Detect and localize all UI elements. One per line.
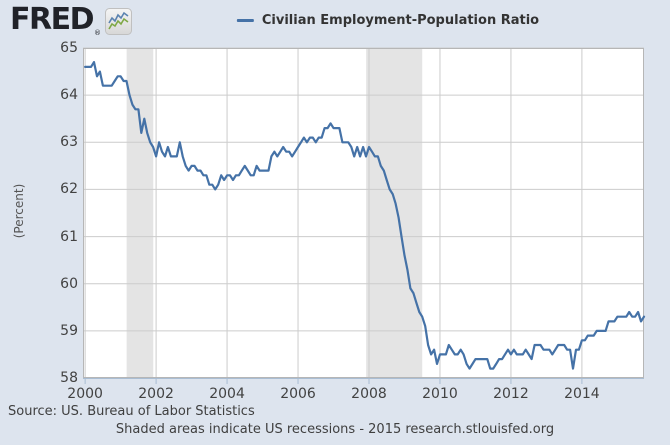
x-tick-label: 2000 (67, 386, 103, 402)
x-tick-label: 2014 (564, 386, 600, 402)
recession-band (366, 48, 423, 378)
legend-line-swatch (236, 19, 254, 22)
y-axis-title: (Percent) (12, 183, 26, 239)
plot-border (83, 48, 644, 378)
recession-note: Shaded areas indicate US recessions - 20… (115, 422, 555, 437)
registered-mark-icon: ® (94, 29, 101, 37)
x-tick-label: 2004 (209, 386, 245, 402)
y-tick-label: 58 (60, 370, 78, 386)
data-line (83, 60, 646, 370)
fred-logo[interactable]: FRED ® (10, 2, 132, 39)
chart-canvas (83, 47, 646, 384)
y-tick-label: 60 (60, 275, 78, 292)
x-tick-label: 2012 (493, 386, 529, 402)
fred-logo-chart-icon (105, 8, 132, 39)
legend-item[interactable]: Civilian Employment-Population Ratio (236, 13, 540, 28)
y-tick-label: 62 (60, 181, 78, 198)
y-tick-label: 59 (60, 322, 78, 339)
y-tick-label: 64 (60, 87, 78, 104)
fred-logo-text: FRED (10, 2, 95, 37)
x-tick-label: 2006 (280, 386, 316, 402)
y-tick-label: 63 (60, 134, 78, 151)
x-tick-label: 2008 (351, 386, 387, 402)
y-tick-label: 61 (60, 228, 78, 245)
source-note: Source: US. Bureau of Labor Statistics (8, 404, 255, 419)
y-tick-label: 65 (60, 40, 78, 56)
x-tick-label: 2010 (422, 386, 458, 402)
plot-background (83, 48, 644, 378)
x-tick-label: 2002 (138, 386, 174, 402)
legend-label: Civilian Employment-Population Ratio (261, 13, 540, 28)
